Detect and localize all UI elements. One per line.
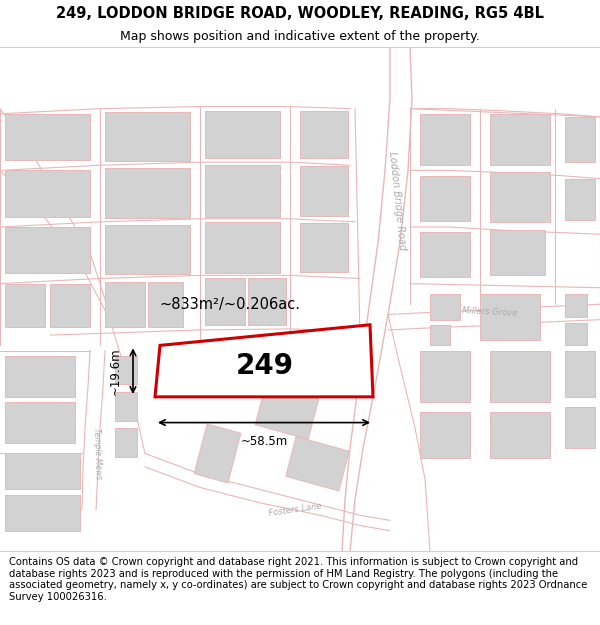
Polygon shape <box>255 380 320 439</box>
Polygon shape <box>148 282 183 327</box>
Polygon shape <box>490 114 550 165</box>
Polygon shape <box>565 322 587 346</box>
Text: 249: 249 <box>235 352 293 380</box>
Polygon shape <box>248 279 286 325</box>
Polygon shape <box>490 351 550 402</box>
Polygon shape <box>420 176 470 221</box>
Text: ~58.5m: ~58.5m <box>241 434 287 447</box>
Polygon shape <box>5 284 45 327</box>
Text: Temple Mews: Temple Mews <box>92 428 103 479</box>
Polygon shape <box>420 351 470 402</box>
Polygon shape <box>205 165 280 217</box>
Polygon shape <box>5 356 75 397</box>
Polygon shape <box>5 171 90 217</box>
Polygon shape <box>420 232 470 278</box>
Polygon shape <box>565 351 595 397</box>
Text: 249, LODDON BRIDGE ROAD, WOODLEY, READING, RG5 4BL: 249, LODDON BRIDGE ROAD, WOODLEY, READIN… <box>56 6 544 21</box>
Text: Millers Grove: Millers Grove <box>462 306 518 318</box>
Text: Fosters Lane: Fosters Lane <box>268 502 322 518</box>
Polygon shape <box>490 412 550 458</box>
Polygon shape <box>490 230 545 276</box>
Polygon shape <box>286 436 349 491</box>
Polygon shape <box>205 279 245 325</box>
Polygon shape <box>105 112 190 161</box>
Polygon shape <box>205 222 280 273</box>
Text: Contains OS data © Crown copyright and database right 2021. This information is : Contains OS data © Crown copyright and d… <box>9 557 587 602</box>
Polygon shape <box>480 294 540 340</box>
Polygon shape <box>565 117 595 162</box>
Polygon shape <box>300 223 348 272</box>
Text: Loddon Bridge Road: Loddon Bridge Road <box>387 151 407 251</box>
Polygon shape <box>565 294 587 316</box>
Polygon shape <box>5 402 75 443</box>
Polygon shape <box>430 294 460 319</box>
Polygon shape <box>565 407 595 448</box>
Polygon shape <box>490 173 550 222</box>
Polygon shape <box>5 494 80 531</box>
Polygon shape <box>430 325 450 346</box>
Polygon shape <box>565 179 595 220</box>
Polygon shape <box>205 111 280 158</box>
Polygon shape <box>5 227 90 273</box>
Polygon shape <box>5 454 80 489</box>
Polygon shape <box>105 168 190 217</box>
Polygon shape <box>115 428 137 456</box>
Polygon shape <box>105 282 145 327</box>
Polygon shape <box>5 114 90 160</box>
Polygon shape <box>115 392 137 421</box>
Text: Map shows position and indicative extent of the property.: Map shows position and indicative extent… <box>120 30 480 43</box>
Polygon shape <box>420 114 470 165</box>
Polygon shape <box>105 225 190 274</box>
Polygon shape <box>155 325 373 397</box>
Text: ~19.6m: ~19.6m <box>109 348 121 395</box>
Text: ~833m²/~0.206ac.: ~833m²/~0.206ac. <box>160 297 301 312</box>
Polygon shape <box>300 111 348 158</box>
Polygon shape <box>420 412 470 458</box>
Polygon shape <box>300 166 348 216</box>
Polygon shape <box>194 424 241 483</box>
Polygon shape <box>50 284 90 327</box>
Polygon shape <box>115 356 137 384</box>
